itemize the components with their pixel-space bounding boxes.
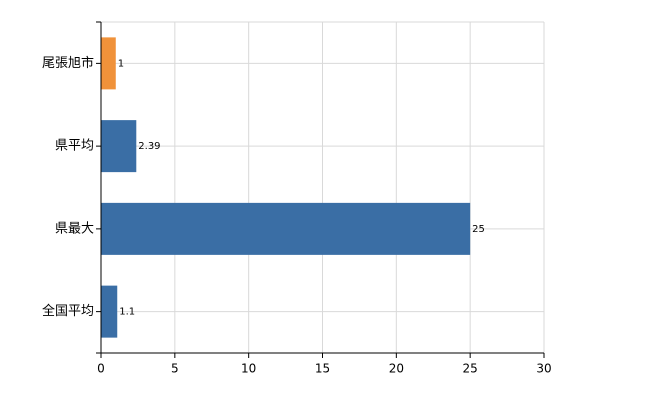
y-tick-label: 尾張旭市 <box>42 55 94 71</box>
x-tick-label: 30 <box>536 362 551 376</box>
bar <box>101 285 118 338</box>
x-tick-label: 5 <box>171 362 179 376</box>
value-label: 25 <box>472 224 485 235</box>
value-label: 2.39 <box>138 141 160 152</box>
y-tick-label: 県平均 <box>55 139 94 154</box>
bar <box>101 120 137 173</box>
y-tick-label: 全国平均 <box>42 303 94 319</box>
x-tick-label: 20 <box>389 362 404 376</box>
value-label: 1.1 <box>119 307 135 318</box>
x-tick-label: 0 <box>97 362 105 376</box>
bar <box>101 202 471 255</box>
bar <box>101 37 116 90</box>
x-tick-label: 10 <box>241 362 256 376</box>
x-tick-label: 25 <box>463 362 478 376</box>
x-tick-label: 15 <box>315 362 330 376</box>
y-tick-label: 県最大 <box>55 221 94 236</box>
value-label: 1 <box>118 58 124 69</box>
